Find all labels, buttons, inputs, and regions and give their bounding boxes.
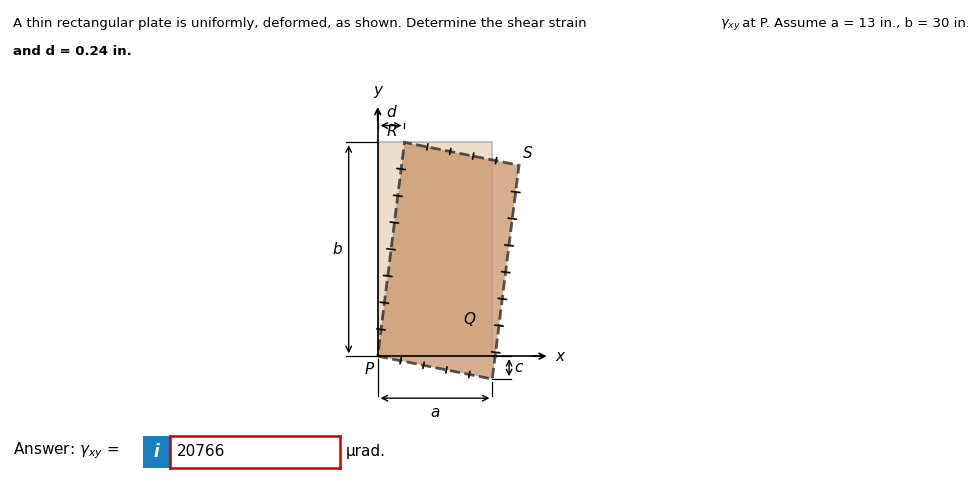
Text: y: y [374,83,382,98]
Text: Q: Q [464,312,475,327]
Text: and d = 0.24 in.: and d = 0.24 in. [13,45,132,58]
Polygon shape [378,142,519,379]
Polygon shape [378,142,493,356]
Text: S: S [523,146,532,161]
Text: at P. Assume a = 13 in., b = 30 in., c = 0.27 in,: at P. Assume a = 13 in., b = 30 in., c =… [738,17,968,30]
Text: x: x [556,348,564,364]
Text: d: d [386,105,396,120]
Text: a: a [431,405,439,420]
Text: c: c [514,360,523,375]
Text: Answer: $\gamma_{xy}$ =: Answer: $\gamma_{xy}$ = [13,441,120,461]
Text: μrad.: μrad. [346,444,385,458]
Text: b: b [332,242,342,257]
Text: P: P [365,362,374,377]
Text: A thin rectangular plate is uniformly, deformed, as shown. Determine the shear s: A thin rectangular plate is uniformly, d… [13,17,590,30]
Text: $\gamma_{xy}$: $\gamma_{xy}$ [720,17,741,32]
Text: R: R [386,123,397,139]
Text: 20766: 20766 [177,444,226,459]
Text: i: i [154,443,160,461]
